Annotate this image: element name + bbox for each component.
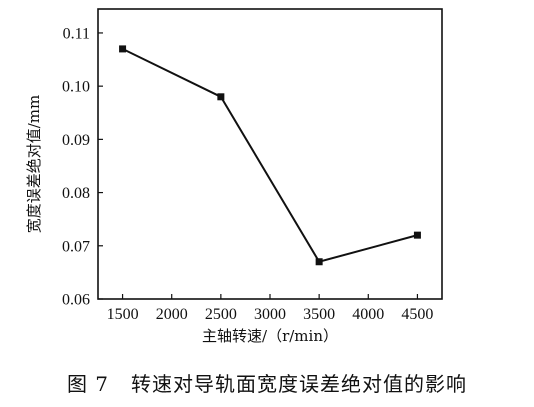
x-tick-label: 4500 xyxy=(401,306,433,323)
x-tick-label: 1500 xyxy=(107,306,139,323)
x-tick-label: 3500 xyxy=(303,306,335,323)
x-tick-label: 2500 xyxy=(205,306,237,323)
figure-caption-text: 转速对导轨面宽度误差绝对值的影响 xyxy=(131,372,468,396)
figure-caption: 图 7 转速对导轨面宽度误差绝对值的影响 xyxy=(0,368,534,397)
figure-number: 图 7 xyxy=(66,372,110,396)
series-line xyxy=(122,48,418,263)
y-axis-ticks: 0.06 0.07 0.08 0.09 0.10 0.11 xyxy=(62,25,103,309)
line-chart: 0.06 0.07 0.08 0.09 0.10 0.11 1500 2000 2500 300… xyxy=(25,8,443,345)
data-point-marker xyxy=(217,93,225,101)
y-tick-label: 0.10 xyxy=(62,79,90,96)
x-axis-ticks: 1500 2000 2500 3000 3500 4000 4500 xyxy=(107,294,433,323)
y-tick-label: 0.07 xyxy=(62,238,90,255)
x-tick-label: 4000 xyxy=(352,306,384,323)
series-layer xyxy=(119,45,421,266)
data-point-marker xyxy=(119,45,127,53)
data-point-marker xyxy=(413,231,421,239)
x-tick-label: 2000 xyxy=(156,306,188,323)
y-tick-label: 0.11 xyxy=(63,25,90,42)
y-axis-title: 宽度误差绝对值/mm xyxy=(25,95,43,234)
y-tick-label: 0.06 xyxy=(62,292,90,309)
data-point-marker xyxy=(315,258,323,266)
y-tick-label: 0.09 xyxy=(62,132,90,149)
x-tick-label: 3000 xyxy=(254,306,286,323)
plot-frame xyxy=(97,8,443,300)
y-tick-label: 0.08 xyxy=(62,185,90,202)
x-axis-title: 主轴转速/（r/min） xyxy=(202,327,338,345)
